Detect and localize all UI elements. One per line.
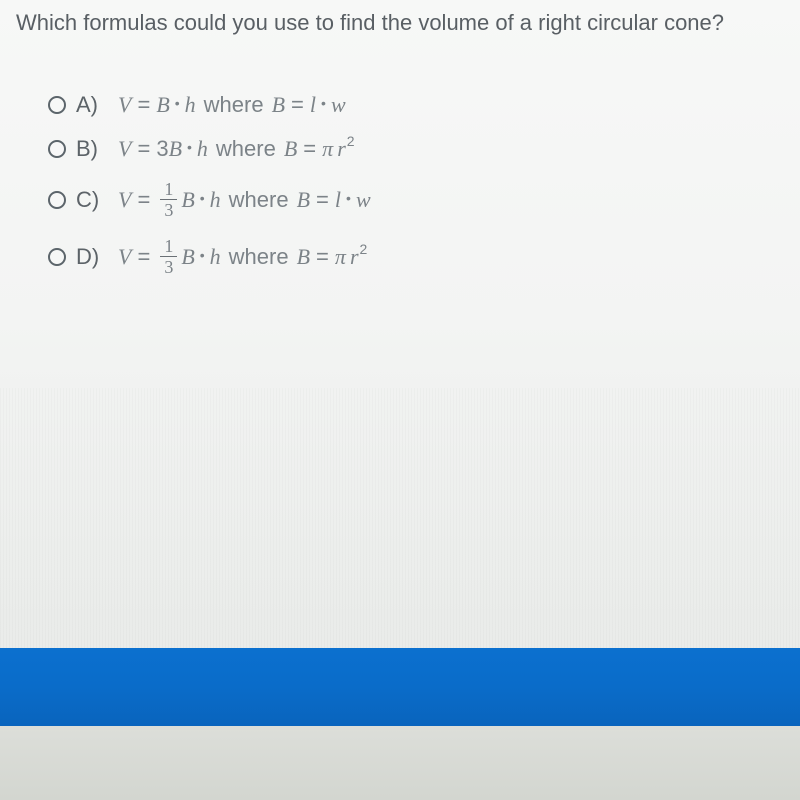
op-eq: = — [137, 92, 150, 118]
var-l: l — [335, 187, 341, 213]
footer-area — [0, 726, 800, 800]
num-3: 3 — [156, 136, 168, 162]
op-dot: • — [200, 247, 205, 263]
var-r: r — [337, 136, 346, 162]
var-pi: π — [335, 244, 346, 270]
frac-den: 3 — [164, 257, 173, 276]
var-b: B — [169, 136, 182, 162]
var-r: r — [350, 244, 359, 270]
where-text: where — [229, 244, 289, 270]
op-eq2: = — [303, 136, 316, 162]
sup-2: 2 — [347, 133, 355, 149]
option-letter: B) — [76, 136, 104, 162]
sup-2: 2 — [360, 241, 368, 257]
var-b2: B — [297, 244, 310, 270]
var-w: w — [356, 187, 371, 213]
radio-icon[interactable] — [48, 191, 66, 209]
option-formula: V = 1 3 B • h where B = l • w — [118, 180, 371, 219]
options-list: A) V = B • h where B = l • w B) V = 3 B … — [0, 92, 800, 276]
op-eq2: = — [316, 244, 329, 270]
op-dot: • — [175, 95, 180, 111]
var-b: B — [156, 92, 169, 118]
option-d[interactable]: D) V = 1 3 B • h where B = π r 2 — [48, 237, 800, 276]
where-text: where — [216, 136, 276, 162]
var-v: V — [118, 92, 131, 118]
var-b: B — [181, 244, 194, 270]
frac-num: 1 — [160, 180, 177, 200]
option-b[interactable]: B) V = 3 B • h where B = π r 2 — [48, 136, 800, 162]
var-h: h — [185, 92, 196, 118]
var-w: w — [331, 92, 346, 118]
option-letter: D) — [76, 244, 104, 270]
option-formula: V = 1 3 B • h where B = π r 2 — [118, 237, 367, 276]
option-formula: V = B • h where B = l • w — [118, 92, 346, 118]
option-c[interactable]: C) V = 1 3 B • h where B = l • w — [48, 180, 800, 219]
op-eq2: = — [291, 92, 304, 118]
option-formula: V = 3 B • h where B = π r 2 — [118, 136, 355, 162]
var-h: h — [210, 244, 221, 270]
var-pi: π — [322, 136, 333, 162]
radio-icon[interactable] — [48, 248, 66, 266]
radio-icon[interactable] — [48, 140, 66, 158]
option-letter: C) — [76, 187, 104, 213]
progress-bar — [0, 648, 800, 726]
op-eq: = — [137, 187, 150, 213]
where-text: where — [204, 92, 264, 118]
option-a[interactable]: A) V = B • h where B = l • w — [48, 92, 800, 118]
var-v: V — [118, 244, 131, 270]
var-h: h — [197, 136, 208, 162]
var-b2: B — [284, 136, 297, 162]
option-letter: A) — [76, 92, 104, 118]
var-v: V — [118, 136, 131, 162]
where-text: where — [229, 187, 289, 213]
question-text: Which formulas could you use to find the… — [0, 0, 800, 36]
var-h: h — [210, 187, 221, 213]
frac-den: 3 — [164, 200, 173, 219]
op-dot2: • — [321, 95, 326, 111]
var-b2: B — [272, 92, 285, 118]
var-l: l — [310, 92, 316, 118]
var-b2: B — [297, 187, 310, 213]
fraction: 1 3 — [160, 180, 177, 219]
screen-texture — [0, 388, 800, 648]
radio-icon[interactable] — [48, 96, 66, 114]
op-eq: = — [137, 136, 150, 162]
op-eq2: = — [316, 187, 329, 213]
op-dot: • — [187, 139, 192, 155]
fraction: 1 3 — [160, 237, 177, 276]
frac-num: 1 — [160, 237, 177, 257]
var-v: V — [118, 187, 131, 213]
op-dot2: • — [346, 190, 351, 206]
op-dot: • — [200, 190, 205, 206]
var-b: B — [181, 187, 194, 213]
op-eq: = — [137, 244, 150, 270]
